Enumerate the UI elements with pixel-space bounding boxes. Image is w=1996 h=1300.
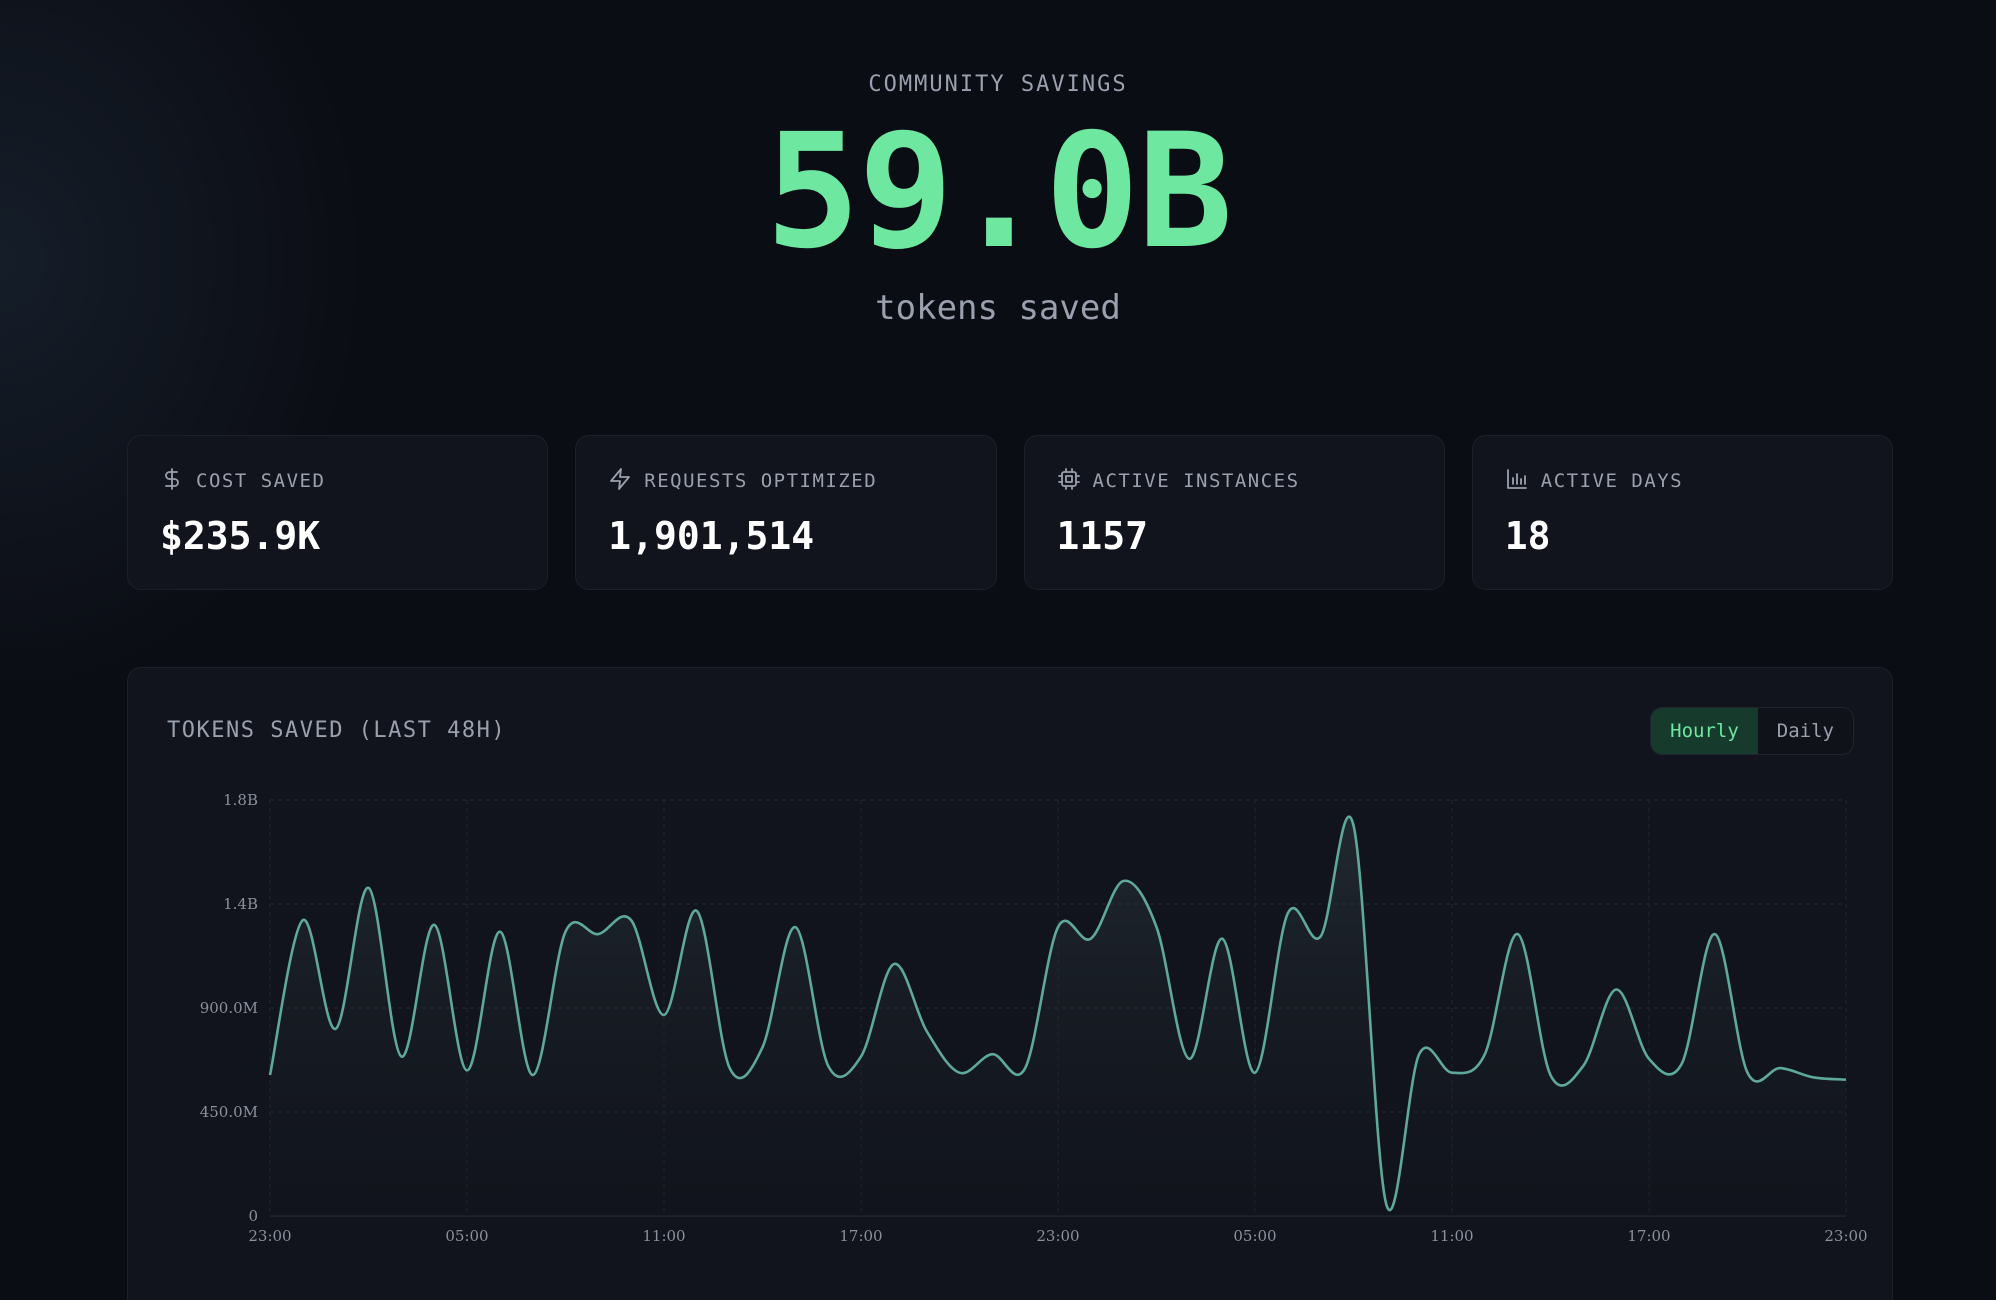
- data-point: [530, 1072, 536, 1078]
- data-point: [891, 961, 897, 967]
- data-point: [1843, 1077, 1849, 1083]
- data-point: [431, 922, 437, 928]
- data-point: [1186, 1056, 1192, 1062]
- series-area: [270, 816, 1846, 1216]
- y-tick-label: 1.8B: [223, 791, 258, 809]
- data-point: [1416, 1051, 1422, 1057]
- data-point: [989, 1051, 995, 1057]
- y-tick-label: 900.0M: [200, 999, 258, 1017]
- series-line: [268, 815, 1847, 1212]
- data-point: [1646, 1056, 1652, 1062]
- card-cost-saved: COST SAVED $235.9K: [127, 435, 549, 590]
- card-value: 1,901,514: [608, 514, 815, 558]
- data-point: [760, 1044, 766, 1050]
- data-point: [1252, 1070, 1258, 1076]
- data-point: [1088, 936, 1094, 942]
- card-label: ACTIVE DAYS: [1540, 470, 1684, 492]
- data-point: [628, 917, 634, 923]
- data-point: [300, 917, 306, 923]
- data-point: [924, 1028, 930, 1034]
- x-tick-label: 17:00: [839, 1227, 882, 1245]
- granularity-toggle: Hourly Daily: [1650, 707, 1854, 755]
- data-point: [694, 908, 700, 914]
- y-tick-label: 450.0M: [200, 1103, 258, 1121]
- hero-total-tokens: 59.0B: [765, 100, 1233, 284]
- card-value: $235.9K: [160, 514, 321, 558]
- data-point: [464, 1067, 470, 1073]
- data-point: [1318, 933, 1324, 939]
- data-point: [267, 1072, 273, 1078]
- card-active-instances: ACTIVE INSTANCES 1157: [1023, 435, 1445, 590]
- data-point: [825, 1063, 831, 1069]
- hero-eyebrow: COMMUNITY SAVINGS: [868, 72, 1128, 97]
- lightning-icon: [608, 467, 632, 496]
- hero-subtitle: tokens saved: [875, 288, 1121, 328]
- cpu-icon: [1057, 467, 1081, 496]
- x-tick-label: 23:00: [1824, 1227, 1867, 1245]
- data-point: [1580, 1063, 1586, 1069]
- dollar-icon: [160, 467, 184, 496]
- data-point: [727, 1065, 733, 1071]
- card-label: ACTIVE INSTANCES: [1092, 470, 1300, 492]
- data-point: [1022, 1065, 1028, 1071]
- data-point: [1449, 1070, 1455, 1076]
- x-tick-label: 17:00: [1627, 1227, 1670, 1245]
- card-value: 18: [1504, 514, 1551, 558]
- data-point: [1121, 878, 1127, 884]
- y-tick-label: 1.4B: [223, 895, 258, 913]
- card-value: 1157: [1056, 514, 1149, 558]
- data-point: [398, 1054, 404, 1060]
- x-tick-label: 11:00: [1430, 1227, 1473, 1245]
- card-requests-optimized: REQUESTS OPTIMIZED 1,901,514: [575, 435, 997, 590]
- x-tick-label: 05:00: [1233, 1227, 1276, 1245]
- data-point: [1777, 1065, 1783, 1071]
- data-point: [1613, 987, 1619, 993]
- bar-chart-icon: [1505, 467, 1529, 496]
- data-point: [366, 885, 372, 891]
- data-point: [1285, 910, 1291, 916]
- x-tick-label: 11:00: [642, 1227, 685, 1245]
- toggle-hourly[interactable]: Hourly: [1651, 708, 1758, 754]
- data-point: [1548, 1072, 1554, 1078]
- data-point: [1810, 1074, 1816, 1080]
- data-point: [1712, 931, 1718, 937]
- card-active-days: ACTIVE DAYS 18: [1471, 435, 1893, 590]
- data-point: [1154, 924, 1160, 930]
- data-point: [1383, 1201, 1389, 1207]
- stats-cards: COST SAVED $235.9K REQUESTS OPTIMIZED 1,…: [127, 435, 1893, 590]
- tokens-saved-chart: 0 450.0M 900.0M 1.4B 1.8B 23:00 05:00 11:00 17:0…: [200, 791, 1868, 1245]
- data-point: [1482, 1051, 1488, 1057]
- data-point: [1055, 924, 1061, 930]
- data-point: [858, 1054, 864, 1060]
- card-label: REQUESTS OPTIMIZED: [644, 470, 878, 492]
- chart-title: TOKENS SAVED (LAST 48H): [167, 718, 507, 743]
- data-point: [595, 931, 601, 937]
- data-point: [333, 1026, 339, 1032]
- data-point: [792, 924, 798, 930]
- data-point: [563, 929, 569, 935]
- toggle-daily[interactable]: Daily: [1776, 720, 1834, 742]
- data-point: [1515, 931, 1521, 937]
- x-tick-label: 05:00: [445, 1227, 488, 1245]
- data-point: [957, 1070, 963, 1076]
- data-point: [1745, 1070, 1751, 1076]
- x-tick-label: 23:00: [1036, 1227, 1079, 1245]
- data-point: [1679, 1060, 1685, 1066]
- data-point: [497, 929, 503, 935]
- data-point: [1219, 936, 1225, 942]
- tokens-chart-panel: TOKENS SAVED (LAST 48H) Hourly Daily 0 45…: [127, 667, 1893, 1300]
- data-point: [661, 1012, 667, 1018]
- data-point: [1351, 822, 1357, 828]
- card-label: COST SAVED: [196, 470, 326, 492]
- y-tick-label: 0: [248, 1207, 258, 1225]
- x-tick-label: 23:00: [248, 1227, 291, 1245]
